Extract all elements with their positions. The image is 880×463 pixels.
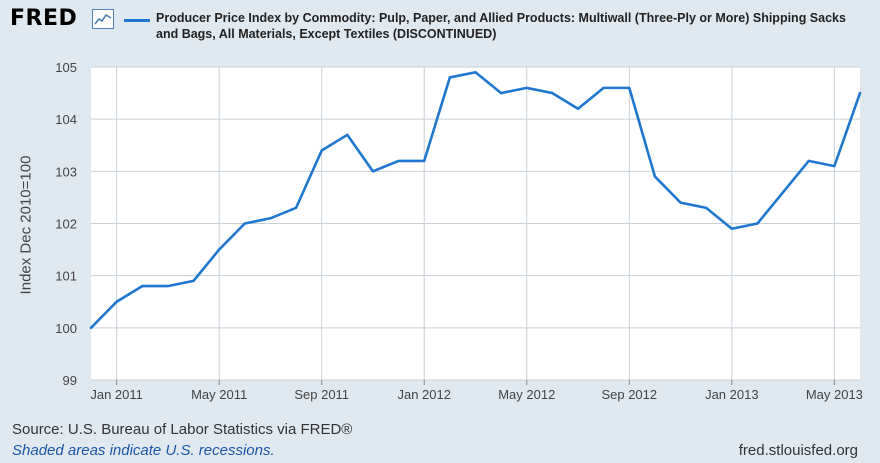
data-point[interactable]: Aug 2011: 102.3 <box>291 203 301 213</box>
x-tick-label: Sep 2012 <box>601 387 657 402</box>
y-tick-label: 103 <box>55 164 77 179</box>
data-point[interactable]: Nov 2011: 103 <box>368 166 378 176</box>
data-point[interactable]: Mar 2013: 102.6 <box>778 187 788 197</box>
data-point[interactable]: Aug 2012: 104.6 <box>599 83 609 93</box>
x-tick-label: May 2012 <box>498 387 555 402</box>
y-tick-label: 99 <box>63 373 77 388</box>
data-point[interactable]: Dec 2011: 103.2 <box>394 156 404 166</box>
y-tick-label: 102 <box>55 217 77 232</box>
fred-url[interactable]: fred.stlouisfed.org <box>738 442 858 459</box>
chart-svg: 99 100 101 102 103 104 105 Jan 2011 May 2011 Sep… <box>55 60 865 402</box>
data-point[interactable]: Oct 2011: 103.7 <box>342 130 352 140</box>
data-point[interactable]: Sep 2012: 104.6 <box>624 83 634 93</box>
recession-note: Shaded areas indicate U.S. recessions. <box>12 442 275 459</box>
data-point[interactable]: Dec 2010: 100 <box>86 323 96 333</box>
x-tick-label: May 2013 <box>806 387 863 402</box>
chart-header: FRED Producer Price Index by Commodity: … <box>0 0 880 52</box>
y-tick-label: 101 <box>55 269 77 284</box>
data-point[interactable]: Feb 2012: 104.8 <box>445 72 455 82</box>
x-tick-label: Jan 2013 <box>705 387 759 402</box>
data-point[interactable]: Mar 2011: 100.8 <box>163 281 173 291</box>
data-point[interactable]: Apr 2013: 103.2 <box>804 156 814 166</box>
data-point[interactable]: Apr 2011: 100.9 <box>189 276 199 286</box>
fred-logo[interactable]: FRED <box>10 6 78 31</box>
data-point[interactable]: Jan 2013: 101.9 <box>727 224 737 234</box>
data-point[interactable]: Mar 2012: 104.9 <box>471 67 481 77</box>
data-point[interactable]: May 2011: 101.5 <box>214 245 224 255</box>
data-point[interactable]: Feb 2011: 100.8 <box>137 281 147 291</box>
data-point[interactable]: Nov 2012: 102.4 <box>676 198 686 208</box>
legend-series-swatch <box>124 19 150 22</box>
data-point[interactable]: Jun 2012: 104.5 <box>547 88 557 98</box>
legend-series-label[interactable]: Producer Price Index by Commodity: Pulp,… <box>156 11 846 41</box>
y-tick-label: 105 <box>55 60 77 75</box>
y-tick-label: 100 <box>55 321 77 336</box>
data-point[interactable]: Jan 2011: 100.5 <box>112 297 122 307</box>
data-point[interactable]: Jan 2012: 103.2 <box>419 156 429 166</box>
fred-chart-logo-icon <box>92 9 114 29</box>
x-tick-label: Jan 2011 <box>90 387 143 402</box>
x-tick-label: May 2011 <box>191 387 247 402</box>
x-tick-labels: Jan 2011 May 2011 Sep 2011 Jan 2012 May 2012… <box>90 380 863 402</box>
data-point[interactable]: May 2012: 104.6 <box>522 83 532 93</box>
y-tick-labels: 99 100 101 102 103 104 105 <box>55 60 77 388</box>
x-tick-label: Jan 2012 <box>397 387 451 402</box>
data-point[interactable]: Oct 2012: 102.9 <box>650 172 660 182</box>
source-note: Source: U.S. Bureau of Labor Statistics … <box>12 421 353 438</box>
series-line[interactable] <box>89 70 862 330</box>
data-point[interactable]: Jul 2012: 104.2 <box>573 104 583 114</box>
data-point[interactable]: Sep 2011: 103.4 <box>317 145 327 155</box>
x-tick-label: Sep 2011 <box>294 387 349 402</box>
data-point[interactable]: Jun 2013: 104.5 <box>855 88 865 98</box>
data-point[interactable]: Jun 2011: 102 <box>240 219 250 229</box>
data-point[interactable]: Feb 2013: 102 <box>752 219 762 229</box>
data-point[interactable]: Apr 2012: 104.5 <box>496 88 506 98</box>
y-tick-label: 104 <box>55 112 77 127</box>
data-point[interactable]: Jul 2011: 102.1 <box>265 213 275 223</box>
data-point[interactable]: May 2013: 103.1 <box>829 161 839 171</box>
data-point[interactable]: Dec 2012: 102.3 <box>701 203 711 213</box>
